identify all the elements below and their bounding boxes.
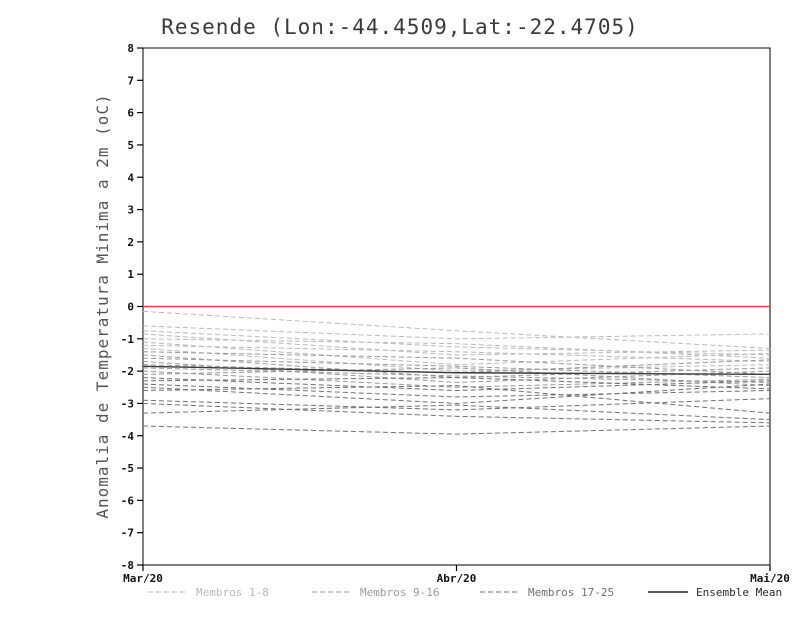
member-line [142,370,771,388]
y-tick-label: -4 [121,430,135,443]
member-line [142,404,771,421]
member-line [142,325,771,340]
y-tick-label: -5 [121,462,134,475]
member-line [142,383,771,398]
member-line [142,402,771,424]
legend-label: Membros 17-25 [528,586,614,599]
y-tick-label: 4 [127,171,134,184]
member-line [142,377,771,390]
y-tick-label: 8 [127,42,134,55]
legend-label: Membros 9-16 [360,586,439,599]
y-tick-label: -7 [121,527,134,540]
y-tick-label: 1 [127,268,134,281]
member-line [142,344,771,362]
y-tick-label: -3 [121,397,134,410]
member-line [142,333,771,356]
y-tick-label: -2 [121,365,134,378]
legend: Membros 1-8 Membros 9-16 Membros 17-25 Ense… [148,586,782,599]
y-axis-label: Anomalia de Temperatura Minima a 2m (oC) [93,93,112,518]
y-tick-label: -8 [121,559,134,572]
member-line [142,351,771,375]
member-line [142,338,771,359]
member-line [142,398,771,411]
member-line [142,348,771,372]
member-line [142,367,771,383]
x-tick-label: Abr/20 [437,572,477,585]
member-line [142,383,771,404]
x-tick-label: Mai/20 [750,572,790,585]
y-tick-label: 6 [127,107,134,120]
y-tick-label: -6 [121,494,135,507]
member-line [142,367,771,387]
legend-label: Membros 1-8 [196,586,269,599]
member-line [142,341,771,366]
x-tick-label: Mar/20 [123,572,163,585]
chart-title: Resende (Lon:-44.4509,Lat:-22.4705) [161,15,639,39]
member-line [142,330,771,356]
member-line [142,377,771,392]
y-tick-label: 0 [127,301,134,314]
member-line [142,385,771,414]
y-tick-label: -1 [121,333,135,346]
member-line [142,310,771,350]
ensemble-mean-line [142,365,771,376]
y-tick-label: 5 [127,139,134,152]
member-line [142,425,771,435]
y-tick-label: 2 [127,236,134,249]
y-tick-label: 7 [127,74,134,87]
legend-label: Ensemble Mean [696,586,782,599]
y-tick-label: 3 [127,204,134,217]
